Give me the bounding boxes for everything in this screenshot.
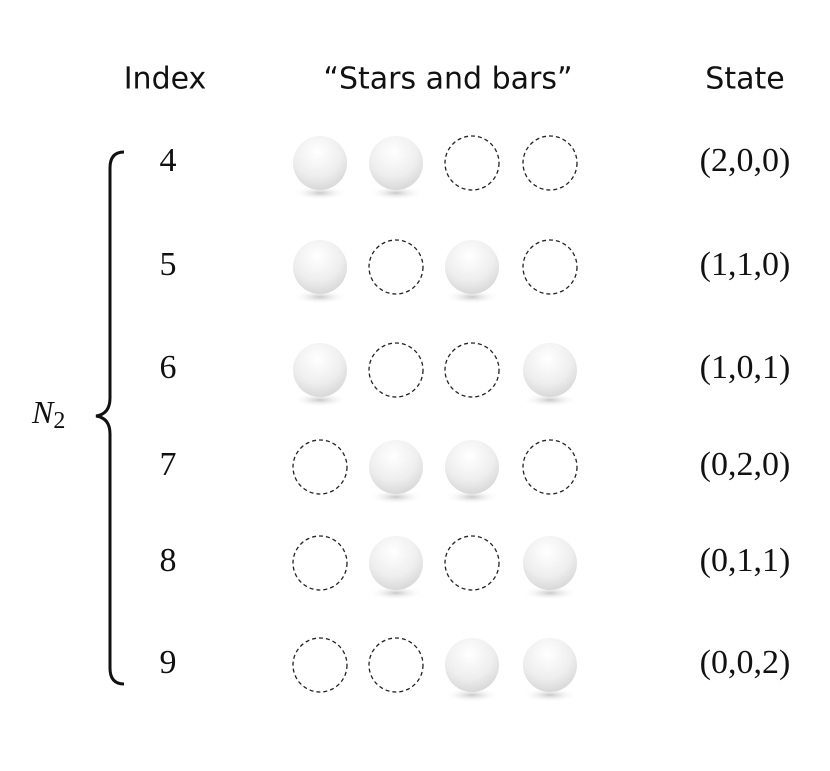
state: (2,0,0) — [700, 142, 791, 179]
state: (1,0,1) — [700, 349, 791, 386]
brace — [95, 150, 125, 686]
ball — [369, 536, 423, 590]
index: 6 — [160, 349, 177, 386]
subscript: 2 — [53, 408, 65, 434]
ball — [369, 136, 423, 190]
empty-slot — [444, 535, 500, 591]
ball-shadow — [368, 490, 424, 504]
ball-shadow — [444, 688, 500, 702]
empty-slot — [368, 637, 424, 693]
rows: 4 (2,0,0) 5 (1,1,0) 6 (1,0,1) 7 (0,2,0) 8 (0,1,1)… — [160, 135, 791, 702]
ball-shadow — [522, 688, 578, 702]
index: 8 — [160, 542, 177, 579]
empty-slot — [368, 239, 424, 295]
ball-shadow — [292, 290, 348, 304]
ball — [523, 638, 577, 692]
empty-slot — [522, 135, 578, 191]
ball-shadow — [444, 290, 500, 304]
ball — [293, 343, 347, 397]
empty-slot — [368, 342, 424, 398]
diagram-header: “Stars and bars” — [323, 62, 572, 97]
ball — [369, 440, 423, 494]
empty-slot — [292, 637, 348, 693]
ball — [445, 240, 499, 294]
ball-shadow — [292, 186, 348, 200]
ball-shadow — [292, 393, 348, 407]
state: (0,1,1) — [700, 542, 791, 579]
empty-slot — [444, 342, 500, 398]
state: (1,1,0) — [700, 246, 791, 283]
state: (0,2,0) — [700, 446, 791, 483]
ball — [445, 440, 499, 494]
index: 9 — [160, 644, 177, 681]
ball — [293, 136, 347, 190]
empty-slot — [444, 135, 500, 191]
index-header: Index — [124, 62, 207, 97]
ball — [445, 638, 499, 692]
ball — [523, 536, 577, 590]
empty-slot — [522, 439, 578, 495]
empty-slot — [292, 535, 348, 591]
state-header: State — [705, 62, 784, 97]
index: 4 — [160, 142, 177, 179]
group-label: N2 — [31, 394, 65, 433]
ball-shadow — [444, 490, 500, 504]
index: 5 — [160, 246, 177, 283]
ball — [293, 240, 347, 294]
empty-slot — [292, 439, 348, 495]
ball-shadow — [368, 186, 424, 200]
empty-slot — [522, 239, 578, 295]
ball-shadow — [522, 586, 578, 600]
ball — [523, 343, 577, 397]
ball-shadow — [522, 393, 578, 407]
symbol: N — [31, 394, 55, 430]
state: (0,0,2) — [700, 644, 791, 681]
index: 7 — [160, 446, 177, 483]
ball-shadow — [368, 586, 424, 600]
